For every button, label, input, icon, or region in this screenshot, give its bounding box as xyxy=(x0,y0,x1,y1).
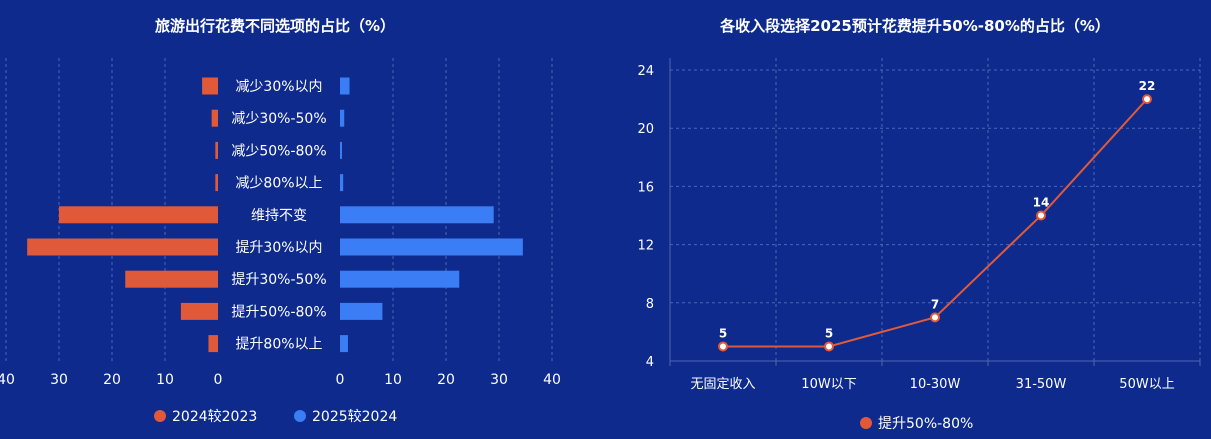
bar-2024[interactable] xyxy=(27,238,219,256)
category-label: 提升50%-80% xyxy=(231,304,326,320)
bar-2025[interactable] xyxy=(340,335,348,353)
legend-label-increase: 提升50%-80% xyxy=(878,416,973,432)
category-label: 提升80%以上 xyxy=(235,337,322,353)
legend-item-2025[interactable]: 2025较2024 xyxy=(294,409,397,425)
right-chart: 各收入段选择2025预计花费提升50%-80%的占比（%） 5 5 7 14 22 无固… xyxy=(637,17,1201,432)
data-label: 22 xyxy=(1139,79,1156,93)
category-label: 提升30%-50% xyxy=(231,272,326,288)
y-tick-label: 16 xyxy=(637,180,654,195)
legend-marker-2025 xyxy=(294,410,306,422)
data-point[interactable] xyxy=(930,312,940,323)
category-label: 减少50%-80% xyxy=(231,143,326,159)
x-tick-label: 50W以上 xyxy=(1119,377,1174,392)
left-tick-label: 10 xyxy=(156,372,174,388)
x-tick-label: 10W以下 xyxy=(801,377,856,392)
data-label: 5 xyxy=(825,326,833,340)
left-tick-label: 0 xyxy=(214,372,223,388)
right-grid xyxy=(669,58,1201,366)
legend-item-2024[interactable]: 2024较2023 xyxy=(154,409,257,425)
right-legend: 提升50%-80% xyxy=(860,416,973,432)
right-tick-label: 40 xyxy=(543,372,561,388)
right-x-axis-labels: 无固定收入 10W以下 10-30W 31-50W 50W以上 xyxy=(690,377,1174,392)
left-axis-ticks: 40 30 20 10 0 0 10 20 30 40 xyxy=(0,372,561,388)
right-series-line: 5 5 7 14 22 xyxy=(718,79,1156,352)
right-y-axis-labels: 4 8 12 16 20 24 xyxy=(637,64,654,370)
right-tick-label: 30 xyxy=(490,372,508,388)
left-tick-label: 20 xyxy=(103,372,121,388)
data-label: 14 xyxy=(1033,196,1050,210)
x-tick-label: 31-50W xyxy=(1016,377,1067,392)
y-tick-label: 4 xyxy=(646,355,654,370)
data-label: 7 xyxy=(931,297,939,311)
legend-marker-2024 xyxy=(154,410,166,422)
bar-2025[interactable] xyxy=(340,77,350,95)
bar-2025[interactable] xyxy=(340,206,494,224)
bar-2025[interactable] xyxy=(340,141,342,159)
right-tick-label: 20 xyxy=(437,372,455,388)
data-point[interactable] xyxy=(1036,210,1046,221)
data-label: 5 xyxy=(719,326,727,340)
left-tick-label: 40 xyxy=(0,372,15,388)
bar-2025[interactable] xyxy=(340,270,460,288)
data-point[interactable] xyxy=(824,341,834,352)
legend-label-2025: 2025较2024 xyxy=(312,409,397,425)
bar-2024[interactable] xyxy=(208,335,218,353)
data-point[interactable] xyxy=(1142,94,1152,105)
data-point[interactable] xyxy=(718,341,728,352)
right-tick-label: 10 xyxy=(384,372,402,388)
bar-2024[interactable] xyxy=(202,77,218,95)
bar-2024[interactable] xyxy=(125,270,218,288)
category-label: 减少80%以上 xyxy=(235,176,322,192)
legend-marker-increase xyxy=(860,417,872,429)
category-label: 减少30%以内 xyxy=(235,79,322,95)
left-bars xyxy=(27,77,523,353)
bar-2024[interactable] xyxy=(180,302,218,320)
y-tick-label: 12 xyxy=(637,239,654,254)
left-legend: 2024较2023 2025较2024 xyxy=(154,409,397,425)
x-tick-label: 无固定收入 xyxy=(690,377,755,392)
bar-2024[interactable] xyxy=(59,206,218,224)
y-tick-label: 8 xyxy=(646,297,654,312)
right-chart-title: 各收入段选择2025预计花费提升50%-80%的占比（%） xyxy=(719,17,1110,35)
y-tick-label: 20 xyxy=(637,122,654,137)
bar-2025[interactable] xyxy=(340,109,345,127)
legend-item-increase[interactable]: 提升50%-80% xyxy=(860,416,973,432)
bar-2024[interactable] xyxy=(215,174,218,192)
bar-2024[interactable] xyxy=(211,109,218,127)
bar-2025[interactable] xyxy=(340,238,523,256)
category-label: 减少30%-50% xyxy=(231,111,326,127)
category-label: 提升30%以内 xyxy=(235,240,322,256)
bar-2025[interactable] xyxy=(340,174,344,192)
y-tick-label: 24 xyxy=(637,64,654,79)
right-tick-label: 0 xyxy=(336,372,345,388)
left-tick-label: 30 xyxy=(50,372,68,388)
category-label: 维持不变 xyxy=(251,208,307,224)
bar-2025[interactable] xyxy=(340,302,383,320)
x-tick-label: 10-30W xyxy=(910,377,961,392)
bar-2024[interactable] xyxy=(215,141,218,159)
left-chart-title: 旅游出行花费不同选项的占比（%） xyxy=(155,17,395,35)
legend-label-2024: 2024较2023 xyxy=(172,409,257,425)
